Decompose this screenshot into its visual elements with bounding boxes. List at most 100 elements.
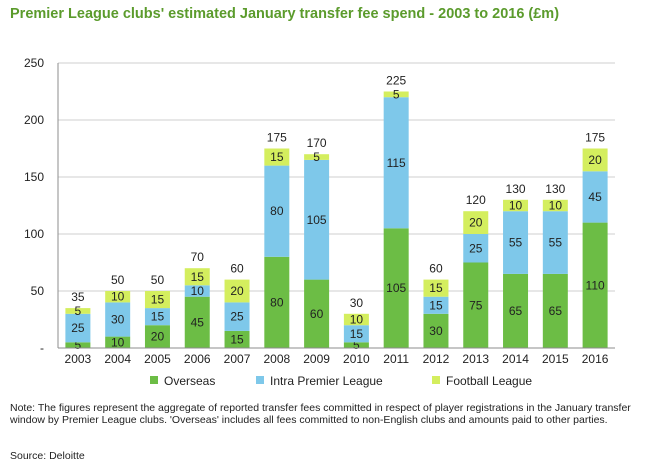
data-label: 5 xyxy=(393,87,400,101)
bar-segment xyxy=(224,302,250,331)
total-label: 50 xyxy=(151,273,165,287)
data-label: 115 xyxy=(387,156,406,170)
total-label: 120 xyxy=(466,193,486,207)
data-label: 20 xyxy=(230,284,244,298)
bar-segment xyxy=(503,211,529,274)
data-label: 80 xyxy=(270,204,284,218)
data-label: 5 xyxy=(353,338,360,352)
bar-segment xyxy=(463,262,489,348)
total-label: 130 xyxy=(506,182,526,196)
bar-segment xyxy=(184,268,210,286)
legend-label: Football League xyxy=(446,374,532,388)
legend: Overseas Intra Premier League Football Lea… xyxy=(150,374,532,388)
data-label: 10 xyxy=(191,284,205,298)
x-tick-label: 2013 xyxy=(462,352,489,366)
x-tick-label: 2005 xyxy=(144,352,171,366)
total-label: 50 xyxy=(111,273,125,287)
data-label: 15 xyxy=(151,310,165,324)
y-tick-label: 150 xyxy=(24,170,44,184)
bar-segment xyxy=(423,313,449,348)
y-axis: - 50 100 150 200 250 xyxy=(24,56,59,355)
data-label: 20 xyxy=(588,153,602,167)
legend-swatch xyxy=(150,376,158,384)
data-label: 20 xyxy=(151,330,165,344)
bar-segment xyxy=(582,148,608,172)
data-label: 5 xyxy=(313,150,320,164)
bar-segment xyxy=(65,313,91,343)
data-label: 25 xyxy=(230,310,244,324)
data-label: 15 xyxy=(191,270,205,284)
data-label: 25 xyxy=(469,241,483,255)
total-label: 175 xyxy=(585,131,605,145)
y-tick-label: 50 xyxy=(31,284,45,298)
bar-segment xyxy=(105,302,131,337)
x-tick-label: 2008 xyxy=(263,352,290,366)
x-tick-label: 2012 xyxy=(423,352,450,366)
bar-segment xyxy=(503,273,529,348)
bar-segment xyxy=(343,313,369,326)
data-label: 15 xyxy=(230,332,244,346)
bar-segment xyxy=(184,296,210,348)
data-label: 105 xyxy=(386,281,406,295)
x-tick-label: 2006 xyxy=(184,352,211,366)
y-tick-label: 100 xyxy=(24,227,44,241)
data-label: 15 xyxy=(429,281,443,295)
data-label: 75 xyxy=(469,298,483,312)
total-label: 175 xyxy=(267,131,287,145)
bar-segment xyxy=(184,285,210,297)
data-label: 5 xyxy=(75,304,82,318)
bar-segment xyxy=(144,291,170,309)
bar-segment xyxy=(105,291,131,303)
x-axis: 2003 2004 2005 2006 2007 2008 2009 2010 2011 2012… xyxy=(58,347,615,366)
total-label: 35 xyxy=(71,290,85,304)
bar-segment xyxy=(423,279,449,297)
data-label: 65 xyxy=(509,304,523,318)
bar-segment xyxy=(582,171,608,223)
legend-swatch xyxy=(256,376,264,384)
bar-segment xyxy=(65,308,91,314)
data-label: 15 xyxy=(151,293,165,307)
bar-segment xyxy=(264,148,290,166)
data-label: 30 xyxy=(111,313,125,327)
data-label: 20 xyxy=(469,216,483,230)
bar-segment xyxy=(264,256,290,348)
y-tick-label: 250 xyxy=(24,56,44,70)
bar-segment xyxy=(224,279,250,303)
data-label: 10 xyxy=(509,199,523,213)
bar-segment xyxy=(542,199,568,212)
data-label: 105 xyxy=(307,213,327,227)
bars: 5255351030105020151550451015701525206080… xyxy=(65,74,608,352)
bar-segment xyxy=(463,211,489,234)
x-tick-label: 2010 xyxy=(343,352,370,366)
x-tick-label: 2009 xyxy=(303,352,330,366)
x-tick-label: 2015 xyxy=(542,352,569,366)
bar-segment xyxy=(542,273,568,348)
legend-swatch xyxy=(432,376,440,384)
x-tick-label: 2011 xyxy=(383,352,409,366)
bar-segment xyxy=(304,159,330,280)
data-label: 45 xyxy=(191,315,205,329)
bar-segment xyxy=(542,211,568,274)
data-label: 10 xyxy=(111,335,125,349)
x-tick-label: 2014 xyxy=(502,352,529,366)
legend-label: Intra Premier League xyxy=(270,374,383,388)
data-label: 15 xyxy=(429,298,443,312)
data-label: 60 xyxy=(310,307,324,321)
data-label: 55 xyxy=(549,236,563,250)
legend-label: Overseas xyxy=(164,374,215,388)
data-label: 5 xyxy=(75,338,82,352)
gridlines xyxy=(58,62,615,292)
data-label: 10 xyxy=(111,290,125,304)
x-tick-label: 2004 xyxy=(104,352,131,366)
bar-segment xyxy=(65,342,91,348)
bar-segment xyxy=(582,222,608,348)
total-label: 170 xyxy=(307,136,327,150)
data-label: 45 xyxy=(588,190,602,204)
total-label: 130 xyxy=(545,182,565,196)
data-label: 65 xyxy=(549,304,563,318)
y-tick-label: 200 xyxy=(24,113,44,127)
bar-segment xyxy=(383,97,409,229)
data-label: 15 xyxy=(350,327,364,341)
chart-title: Premier League clubs' estimated January … xyxy=(10,6,560,22)
